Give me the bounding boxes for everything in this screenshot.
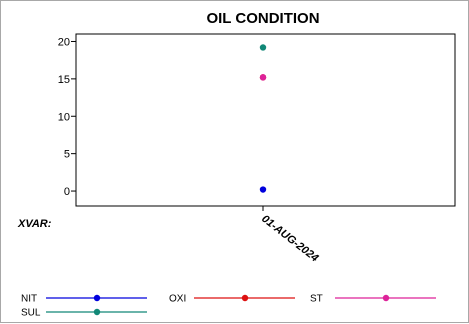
legend-item-st: ST (310, 294, 436, 305)
legend: NIT OXI ST SUL (21, 294, 436, 319)
legend-marker (93, 294, 101, 302)
chart-title: OIL CONDITION (206, 10, 319, 27)
data-point-nit (259, 186, 267, 193)
data-points (259, 44, 267, 193)
x-axis: 01-AUG-2024 (259, 206, 321, 265)
y-tick-label: 10 (58, 111, 70, 123)
y-tick-label: 15 (58, 74, 70, 86)
legend-label: OXI (169, 294, 186, 305)
legend-item-nit: NIT (21, 294, 147, 305)
legend-label: SUL (21, 308, 41, 319)
x-tick-label: 01-AUG-2024 (259, 213, 320, 265)
y-axis: 0 5 10 15 20 (58, 36, 76, 198)
plot-area (75, 33, 456, 207)
data-point-sul (259, 44, 267, 51)
y-tick-label: 0 (64, 186, 70, 198)
legend-label: ST (310, 294, 323, 305)
legend-item-oxi: OXI (169, 294, 295, 305)
y-tick-label: 5 (64, 149, 70, 161)
legend-marker (382, 294, 390, 302)
legend-label: NIT (21, 294, 37, 305)
legend-item-sul: SUL (21, 308, 147, 319)
y-tick-label: 20 (58, 36, 70, 48)
data-point-st (259, 74, 267, 81)
legend-marker (241, 294, 249, 302)
legend-marker (93, 308, 101, 316)
x-axis-label: XVAR: (17, 218, 52, 230)
